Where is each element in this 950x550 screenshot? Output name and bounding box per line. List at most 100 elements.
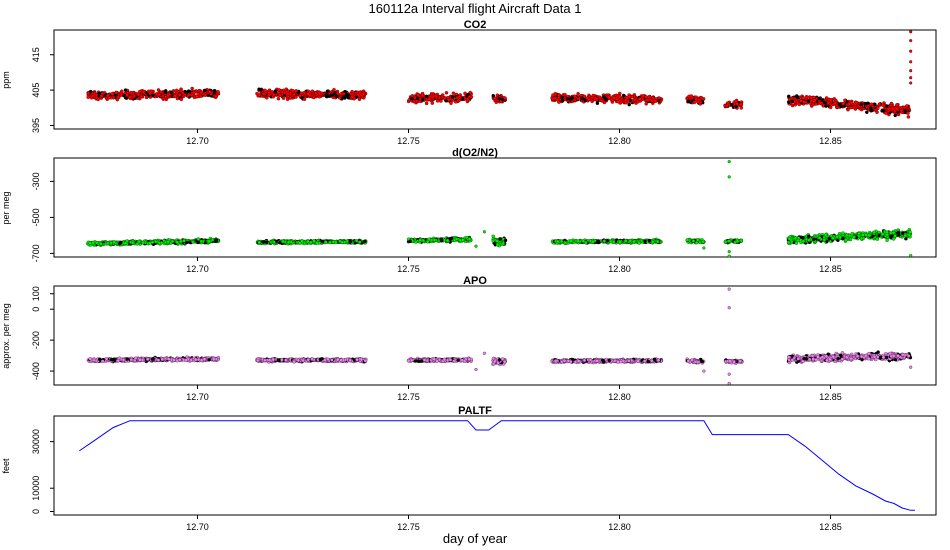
y-axis-label-o2n2: per meg bbox=[1, 191, 11, 224]
data-point bbox=[905, 104, 909, 108]
data-point bbox=[267, 93, 271, 98]
data-point bbox=[189, 358, 193, 362]
data-point bbox=[216, 90, 220, 94]
data-point bbox=[632, 239, 636, 244]
data-point bbox=[309, 240, 313, 245]
data-point bbox=[135, 242, 140, 246]
data-point bbox=[657, 96, 661, 100]
data-point bbox=[647, 95, 652, 99]
data-point bbox=[109, 357, 114, 362]
data-point bbox=[884, 104, 889, 108]
data-point bbox=[317, 90, 321, 95]
outlier-point bbox=[727, 254, 731, 258]
data-point bbox=[286, 240, 291, 245]
data-point bbox=[577, 96, 581, 101]
data-point bbox=[638, 97, 642, 101]
data-point bbox=[172, 358, 176, 362]
data-point bbox=[208, 90, 212, 94]
data-point bbox=[495, 242, 500, 247]
data-point bbox=[207, 239, 211, 244]
data-point bbox=[467, 357, 471, 362]
data-point bbox=[576, 91, 580, 96]
data-point bbox=[317, 94, 322, 99]
data-point bbox=[880, 109, 884, 113]
data-point bbox=[306, 92, 310, 96]
data-point bbox=[906, 115, 911, 119]
data-point bbox=[835, 235, 840, 239]
data-point bbox=[175, 96, 180, 101]
data-point bbox=[146, 89, 151, 94]
data-point bbox=[194, 357, 198, 362]
data-point bbox=[569, 239, 573, 243]
data-point bbox=[604, 97, 608, 102]
data-point bbox=[122, 93, 126, 98]
data-point bbox=[279, 89, 284, 94]
outlier-point bbox=[909, 81, 913, 85]
outlier-point bbox=[702, 246, 706, 250]
data-point bbox=[281, 96, 286, 100]
data-point bbox=[723, 239, 728, 244]
data-point bbox=[864, 233, 868, 237]
data-point bbox=[903, 109, 907, 113]
data-point bbox=[893, 113, 897, 118]
data-point bbox=[331, 240, 336, 244]
data-point bbox=[627, 102, 631, 107]
data-point bbox=[454, 237, 459, 241]
data-point bbox=[424, 101, 429, 106]
data-point bbox=[156, 88, 161, 92]
data-point bbox=[739, 102, 744, 107]
data-point bbox=[348, 358, 352, 363]
data-point bbox=[145, 357, 150, 361]
data-point bbox=[421, 238, 426, 243]
data-point bbox=[263, 88, 267, 93]
data-point bbox=[872, 230, 876, 235]
data-point bbox=[498, 237, 503, 241]
data-point bbox=[850, 231, 854, 236]
data-point bbox=[605, 239, 610, 243]
y-tick-label-o2n2: -700 bbox=[31, 244, 41, 262]
data-point bbox=[448, 358, 453, 362]
data-point bbox=[190, 86, 194, 91]
data-point bbox=[644, 102, 648, 106]
data-point bbox=[804, 94, 809, 99]
data-point bbox=[104, 357, 109, 361]
data-point bbox=[191, 90, 196, 95]
data-point bbox=[696, 99, 700, 104]
plot-frame-co2 bbox=[53, 29, 937, 130]
data-point bbox=[203, 93, 207, 97]
data-point bbox=[257, 87, 261, 91]
data-point bbox=[624, 239, 628, 243]
data-segment-o2n2 bbox=[723, 238, 744, 245]
data-point bbox=[129, 90, 133, 95]
data-point bbox=[352, 96, 356, 101]
data-point bbox=[114, 90, 119, 95]
data-point bbox=[312, 95, 316, 100]
data-point bbox=[456, 98, 461, 103]
data-point bbox=[199, 90, 204, 95]
data-point bbox=[500, 357, 505, 361]
data-point bbox=[292, 92, 296, 97]
data-point bbox=[556, 239, 560, 244]
data-point bbox=[179, 97, 184, 102]
data-point bbox=[151, 93, 155, 98]
data-point bbox=[833, 101, 837, 105]
data-point bbox=[181, 94, 186, 98]
data-point bbox=[105, 241, 110, 246]
data-point bbox=[563, 240, 567, 245]
data-point bbox=[453, 100, 458, 104]
data-point bbox=[179, 239, 183, 244]
data-point bbox=[196, 92, 200, 96]
data-point bbox=[899, 108, 904, 113]
data-point bbox=[257, 240, 262, 245]
data-point bbox=[306, 239, 310, 244]
data-point bbox=[166, 239, 170, 244]
data-point bbox=[793, 236, 798, 241]
data-point bbox=[569, 96, 573, 101]
data-point bbox=[801, 235, 805, 240]
data-point bbox=[255, 358, 260, 363]
data-point bbox=[908, 230, 912, 234]
data-point bbox=[812, 98, 817, 102]
panel-apo: APO approx. per meg 12.70 12.75 12.80 12.85… bbox=[1, 275, 937, 402]
data-point bbox=[609, 239, 613, 244]
panel-title-co2: CO2 bbox=[464, 19, 487, 31]
